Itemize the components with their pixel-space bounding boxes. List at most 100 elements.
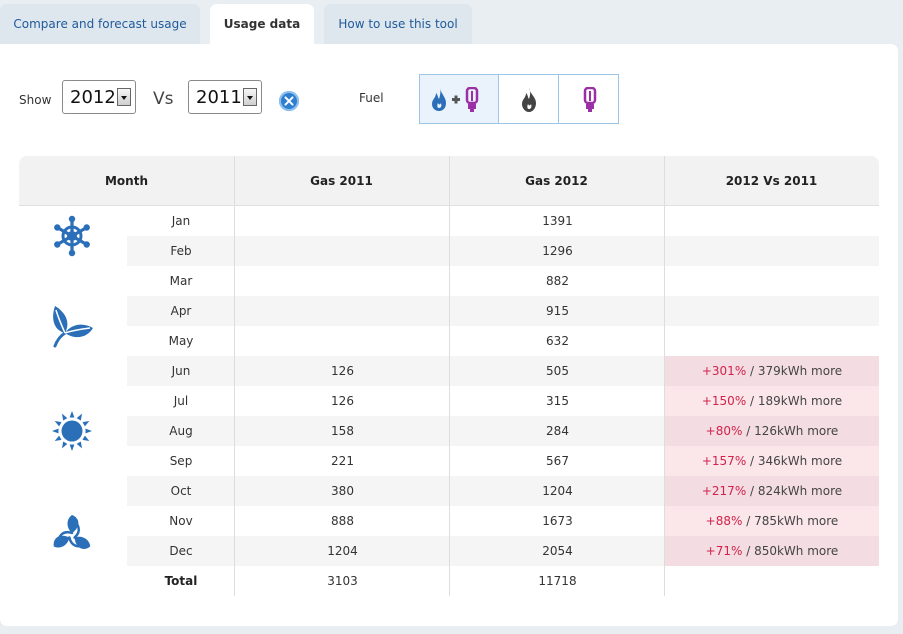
gas-flame-icon — [522, 88, 536, 112]
month-cell: Oct — [170, 484, 192, 498]
tab-compare-and-forecast[interactable]: Compare and forecast usage — [0, 4, 200, 44]
difference-cell: +71% / 850kWh more — [665, 536, 879, 566]
autumn-leaves-icon — [53, 515, 91, 549]
gas-2011-cell: 888 — [331, 514, 354, 528]
compare-year-select[interactable]: 2011 — [188, 80, 262, 114]
gas-2011-cell — [235, 206, 450, 236]
clear-comparison-icon[interactable] — [279, 91, 299, 111]
month-cell: Apr — [170, 304, 192, 318]
difference-percent: +150% — [701, 394, 747, 408]
table-row: Jan 1391 — [0, 206, 903, 236]
table-row: Nov 888 1673 +88% / 785kWh more — [0, 506, 903, 536]
gas-2011-cell — [235, 266, 450, 296]
gas-2011-cell: 126 — [331, 394, 354, 408]
fuel-gas-and-electricity-button[interactable] — [419, 74, 499, 124]
month-cell: Jul — [173, 394, 189, 408]
tab-usage-data[interactable]: Usage data — [210, 4, 314, 44]
difference-kwh: / 379kWh more — [746, 364, 843, 378]
row-stripe — [127, 236, 879, 266]
month-cell: Aug — [169, 424, 193, 438]
column-header-2012-vs-2011: 2012 Vs 2011 — [725, 174, 818, 188]
difference-cell — [665, 236, 879, 266]
spring-leaf-icon — [53, 306, 93, 348]
total-gas-2011: 3103 — [327, 574, 358, 588]
difference-kwh: / 785kWh more — [742, 514, 839, 528]
total-label: Total — [164, 574, 198, 588]
month-cell: Jan — [171, 214, 191, 228]
gas-2012-cell: 284 — [546, 424, 569, 438]
difference-percent: +301% — [701, 364, 747, 378]
difference-cell — [665, 296, 879, 326]
gas-2012-cell: 915 — [546, 304, 569, 318]
winter-snowflake-icon — [54, 215, 90, 257]
difference-percent: +217% — [701, 484, 747, 498]
show-label: Show — [19, 93, 52, 107]
gas-2011-cell: 1204 — [327, 544, 358, 558]
difference-kwh: / 346kWh more — [746, 454, 843, 468]
gas-2012-cell: 1391 — [542, 214, 573, 228]
difference-cell: +88% / 785kWh more — [665, 506, 879, 536]
gas-2012-cell: 567 — [546, 454, 569, 468]
table-row: Aug 158 284 +80% / 126kWh more — [0, 416, 903, 446]
column-divider — [449, 156, 450, 596]
table-row: Oct 380 1204 +217% / 824kWh more — [0, 476, 903, 506]
gas-2011-cell — [235, 296, 450, 326]
month-cell: Nov — [169, 514, 193, 528]
gas-2011-cell: 380 — [331, 484, 354, 498]
fuel-electricity-button[interactable] — [558, 74, 619, 124]
diff-highlight — [665, 506, 879, 536]
gas-2012-cell: 1673 — [542, 514, 573, 528]
diff-highlight — [665, 476, 879, 506]
difference-cell: +217% / 824kWh more — [665, 476, 879, 506]
compare-year-select-value: 2011 — [196, 87, 242, 108]
vs-label: Vs — [153, 89, 174, 109]
gas-2011-cell — [235, 326, 450, 356]
gas-2011-cell: 126 — [331, 364, 354, 378]
gas-2011-cell: 221 — [331, 454, 354, 468]
table-total-row: Total 3103 11718 — [0, 566, 903, 596]
table-row: Jun 126 505 +301% / 379kWh more — [0, 356, 903, 386]
total-gas-2012: 11718 — [538, 574, 577, 588]
difference-kwh: / 850kWh more — [742, 544, 839, 558]
column-divider — [664, 156, 665, 596]
year-select[interactable]: 2012 — [62, 80, 136, 114]
gas-2012-cell: 1296 — [542, 244, 573, 258]
difference-percent: +88% — [705, 514, 743, 528]
table-row: Mar 882 — [0, 266, 903, 296]
chevron-down-icon[interactable] — [117, 88, 131, 106]
tab-how-to-use[interactable]: How to use this tool — [324, 4, 472, 44]
difference-percent: +157% — [701, 454, 747, 468]
month-cell: Feb — [170, 244, 192, 258]
diff-highlight — [665, 386, 879, 416]
difference-cell: +150% / 189kWh more — [665, 386, 879, 416]
month-cell: May — [168, 334, 194, 348]
gas-2012-cell: 632 — [546, 334, 569, 348]
difference-cell: +301% / 379kWh more — [665, 356, 879, 386]
gas-2012-cell: 505 — [546, 364, 569, 378]
gas-2012-cell: 882 — [546, 274, 569, 288]
summer-sun-icon — [52, 411, 92, 451]
fuel-label: Fuel — [359, 91, 384, 105]
diff-highlight — [665, 536, 879, 566]
gas-2012-cell: 2054 — [542, 544, 573, 558]
month-cell: Mar — [169, 274, 193, 288]
diff-highlight — [665, 356, 879, 386]
month-cell: Jun — [171, 364, 191, 378]
fuel-gas-button[interactable] — [498, 74, 559, 124]
month-cell: Dec — [169, 544, 193, 558]
table-row: Sep 221 567 +157% / 346kWh more — [0, 446, 903, 476]
gas-and-electricity-icon — [432, 87, 479, 112]
chevron-down-icon[interactable] — [243, 88, 257, 106]
difference-percent: +71% — [705, 544, 743, 558]
table-row: May 632 — [0, 326, 903, 356]
difference-cell: +157% / 346kWh more — [665, 446, 879, 476]
table-row: Dec 1204 2054 +71% / 850kWh more — [0, 536, 903, 566]
year-select-value: 2012 — [70, 87, 116, 108]
column-header-gas-2012: Gas 2012 — [525, 174, 588, 188]
difference-cell — [665, 266, 879, 296]
month-cell: Sep — [169, 454, 193, 468]
gas-2012-cell: 1204 — [542, 484, 573, 498]
difference-kwh: / 126kWh more — [742, 424, 839, 438]
diff-highlight — [665, 446, 879, 476]
table-row: Feb 1296 — [0, 236, 903, 266]
